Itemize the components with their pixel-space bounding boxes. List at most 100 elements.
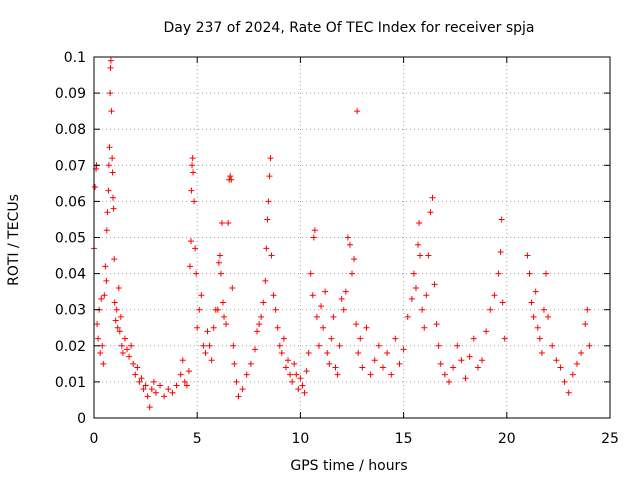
y-tick-label: 0.04 bbox=[55, 267, 86, 283]
data-point bbox=[332, 364, 339, 371]
data-point bbox=[526, 270, 533, 277]
data-point bbox=[214, 306, 221, 313]
data-point bbox=[108, 108, 115, 115]
x-tick-label: 5 bbox=[193, 431, 202, 447]
data-point bbox=[230, 342, 237, 349]
x-tick-label: 0 bbox=[90, 431, 99, 447]
data-point bbox=[177, 371, 184, 378]
data-point bbox=[280, 335, 287, 342]
data-point bbox=[293, 371, 300, 378]
data-point bbox=[427, 209, 434, 216]
data-point bbox=[134, 364, 141, 371]
data-point bbox=[573, 360, 580, 367]
data-point bbox=[454, 342, 461, 349]
data-point bbox=[101, 292, 108, 299]
data-point bbox=[251, 346, 258, 353]
data-point bbox=[483, 328, 490, 335]
data-point bbox=[462, 375, 469, 382]
data-point bbox=[117, 313, 124, 320]
data-point bbox=[578, 350, 585, 357]
data-point bbox=[340, 306, 347, 313]
data-point bbox=[287, 371, 294, 378]
data-point bbox=[262, 277, 269, 284]
data-point bbox=[392, 335, 399, 342]
data-point bbox=[479, 357, 486, 364]
data-point bbox=[270, 292, 277, 299]
data-point bbox=[301, 389, 308, 396]
data-point bbox=[354, 108, 361, 115]
data-point bbox=[254, 328, 261, 335]
data-point bbox=[104, 209, 111, 216]
data-point bbox=[470, 335, 477, 342]
data-point bbox=[400, 346, 407, 353]
data-point bbox=[225, 220, 232, 227]
data-point bbox=[498, 216, 505, 223]
data-point bbox=[553, 357, 560, 364]
data-point bbox=[419, 306, 426, 313]
data-point bbox=[346, 241, 353, 248]
data-point bbox=[536, 335, 543, 342]
data-point bbox=[206, 342, 213, 349]
data-point bbox=[543, 270, 550, 277]
data-point bbox=[272, 306, 279, 313]
data-point bbox=[388, 371, 395, 378]
data-point bbox=[227, 173, 234, 180]
data-point bbox=[408, 295, 415, 302]
data-point bbox=[371, 357, 378, 364]
data-point bbox=[355, 350, 362, 357]
plot-frame bbox=[93, 56, 611, 419]
chart-title: Day 237 of 2024, Rate Of TEC Index for r… bbox=[163, 20, 534, 36]
axis-ticks: 0 0.01 0.02 0.03 0.04 0.05 0.06 0.07 0.08 0.09 0.1… bbox=[55, 50, 619, 447]
data-point bbox=[530, 313, 537, 320]
data-point bbox=[351, 256, 358, 263]
y-tick-label: 0 bbox=[77, 411, 86, 427]
data-point bbox=[295, 386, 302, 393]
data-point bbox=[247, 360, 254, 367]
data-point bbox=[221, 313, 228, 320]
y-tick-label: 0.05 bbox=[55, 231, 86, 247]
data-point bbox=[188, 187, 195, 194]
data-point bbox=[416, 220, 423, 227]
data-point bbox=[112, 317, 119, 324]
data-point bbox=[191, 198, 198, 205]
data-point bbox=[328, 335, 335, 342]
data-point bbox=[499, 299, 506, 306]
data-point bbox=[538, 350, 545, 357]
data-point bbox=[404, 313, 411, 320]
data-point bbox=[528, 299, 535, 306]
data-point bbox=[115, 285, 122, 292]
data-point bbox=[258, 313, 265, 320]
data-point bbox=[150, 378, 157, 385]
y-tick-label: 0.07 bbox=[55, 158, 86, 174]
x-tick-label: 20 bbox=[498, 431, 516, 447]
data-point bbox=[136, 378, 143, 385]
data-point bbox=[336, 342, 343, 349]
data-point bbox=[357, 335, 364, 342]
y-tick-label: 0.01 bbox=[55, 375, 86, 391]
data-point bbox=[497, 248, 504, 255]
data-point bbox=[114, 324, 121, 331]
data-point bbox=[183, 382, 190, 389]
data-point bbox=[179, 357, 186, 364]
data-point bbox=[324, 350, 331, 357]
data-point bbox=[545, 313, 552, 320]
data-point bbox=[330, 313, 337, 320]
data-point bbox=[561, 378, 568, 385]
data-point bbox=[435, 342, 442, 349]
data-point bbox=[194, 324, 201, 331]
data-point bbox=[231, 360, 238, 367]
data-point bbox=[218, 220, 225, 227]
data-point bbox=[311, 227, 318, 234]
data-point bbox=[429, 194, 436, 201]
data-point bbox=[266, 173, 273, 180]
data-point bbox=[584, 306, 591, 313]
data-point bbox=[433, 321, 440, 328]
data-point bbox=[367, 371, 374, 378]
data-point bbox=[396, 360, 403, 367]
data-point bbox=[582, 321, 589, 328]
data-point bbox=[188, 238, 195, 245]
data-point bbox=[549, 342, 556, 349]
data-point bbox=[338, 295, 345, 302]
data-point bbox=[110, 205, 117, 212]
data-point bbox=[256, 321, 263, 328]
